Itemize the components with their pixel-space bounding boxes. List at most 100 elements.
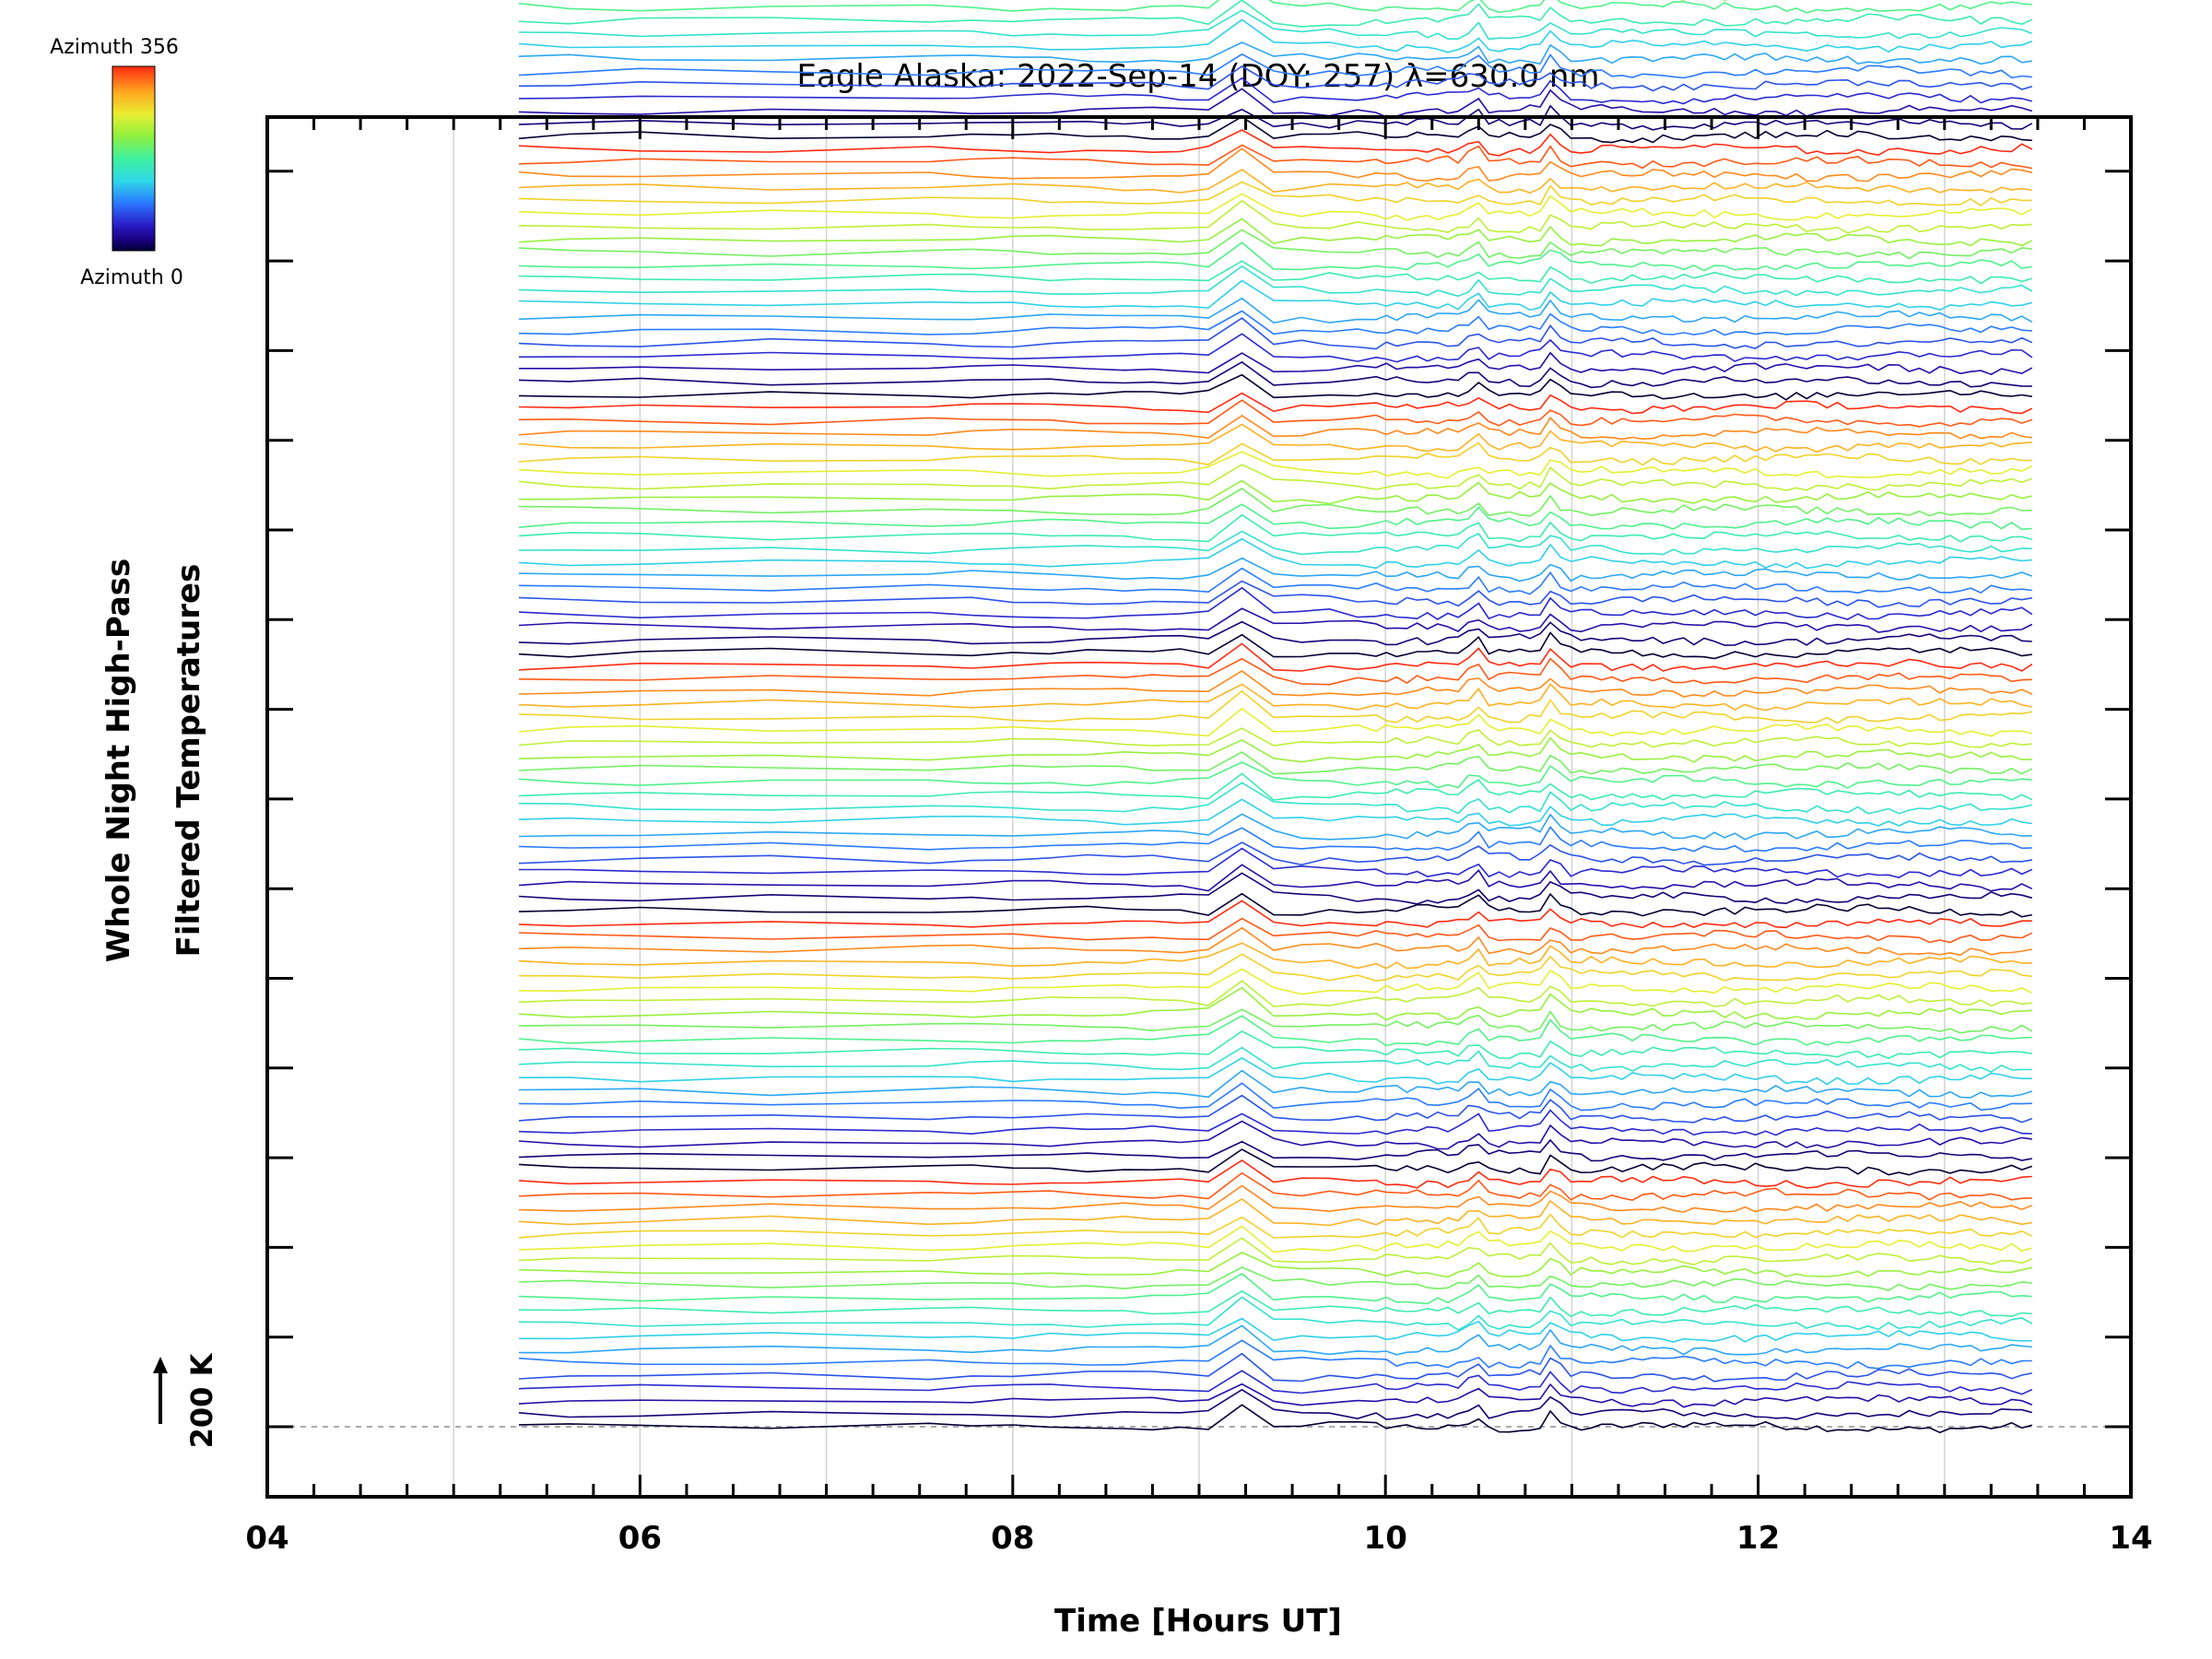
azimuth-trace — [518, 415, 2032, 441]
azimuth-trace — [518, 464, 2033, 491]
azimuth-trace — [518, 1109, 2032, 1136]
azimuth-trace — [519, 479, 2032, 505]
x-tick-label: 06 — [618, 1520, 662, 1557]
x-tick-label: 14 — [2109, 1520, 2152, 1557]
scale-bar-label: 200 K — [184, 1352, 219, 1448]
azimuth-trace — [518, 1225, 2033, 1253]
x-tick-label: 04 — [245, 1520, 288, 1557]
azimuth-trace — [518, 260, 2033, 285]
azimuth-trace — [518, 1324, 2032, 1356]
azimuth-trace — [518, 1339, 2032, 1370]
azimuth-trace — [518, 782, 2032, 815]
y-axis-label-line1: Whole Night High-Pass — [100, 559, 137, 963]
azimuth-trace — [518, 451, 2033, 479]
azimuth-trace — [518, 9, 2033, 41]
x-tick-labels: 04 06 08 10 12 14 — [245, 1520, 2152, 1557]
azimuth-trace — [518, 0, 2033, 28]
colorbar-bottom-label: Azimuth 0 — [80, 266, 183, 289]
azimuth-trace — [518, 65, 2033, 92]
azimuth-trace — [518, 980, 2032, 1007]
azimuth-trace — [518, 772, 2033, 801]
azimuth-trace — [518, 986, 2032, 1021]
azimuth-trace — [518, 373, 2032, 401]
azimuth-trace — [518, 1159, 2032, 1189]
azimuth-trace — [518, 670, 2033, 698]
azimuth-trace — [518, 1197, 2032, 1227]
azimuth-trace — [518, 399, 2033, 428]
azimuth-trace — [518, 657, 2032, 686]
azimuth-trace — [518, 642, 2033, 672]
x-tick-label: 08 — [991, 1520, 1034, 1557]
azimuth-trace — [518, 423, 2032, 453]
azimuth-trace — [518, 88, 2033, 118]
x-tick-label: 12 — [1736, 1520, 1780, 1557]
azimuth-trace — [518, 841, 2032, 866]
x-axis-label: Time [Hours UT] — [1054, 1603, 1342, 1640]
azimuth-trace — [518, 892, 2032, 918]
azimuth-trace — [518, 144, 2032, 170]
azimuth-trace — [518, 607, 2033, 633]
azimuth-trace — [518, 1171, 2032, 1202]
azimuth-trace — [519, 847, 2033, 878]
scale-bar: 200 K — [153, 1352, 219, 1448]
x-tick-label: 10 — [1364, 1520, 1407, 1557]
azimuth-trace — [518, 707, 2032, 737]
azimuth-trace — [518, 1382, 2033, 1408]
azimuth-trace — [518, 1266, 2032, 1291]
azimuth-trace — [518, 169, 2032, 194]
azimuth-trace — [518, 813, 2032, 841]
azimuth-trace — [518, 1388, 2033, 1420]
azimuth-trace — [518, 567, 2032, 595]
azimuth-trace — [518, 761, 2032, 789]
azimuth-trace — [518, 1094, 2033, 1124]
azimuth-trace — [518, 18, 2033, 53]
azimuth-trace — [518, 620, 2032, 646]
colorbar-gradient — [112, 65, 156, 252]
azimuth-trace — [518, 129, 2033, 157]
azimuth-trace — [518, 1056, 2032, 1086]
azimuth-trace — [518, 1082, 2032, 1112]
azimuth-trace — [518, 1046, 2032, 1073]
azimuth-trace — [518, 317, 2033, 350]
azimuth-trace — [518, 1289, 2032, 1318]
azimuth-trace — [518, 1069, 2033, 1099]
azimuth-trace — [518, 1184, 2033, 1213]
azimuth-trace — [518, 557, 2033, 582]
azimuth-trace — [518, 441, 2032, 466]
azimuth-trace — [518, 727, 2032, 748]
azimuth-trace — [518, 115, 2032, 144]
azimuth-trace — [518, 1273, 2032, 1305]
azimuth-trace — [518, 310, 2032, 336]
azimuth-trace — [518, 1237, 2033, 1265]
azimuth-trace — [518, 968, 2033, 995]
azimuth-trace — [518, 872, 2033, 905]
azimuth-trace — [518, 1404, 2033, 1434]
azimuth-trace — [518, 1138, 2032, 1162]
azimuth-trace — [518, 297, 2033, 324]
azimuth-trace — [518, 1213, 2033, 1239]
azimuth-trace — [518, 241, 2032, 272]
azimuth-trace — [518, 689, 2032, 724]
azimuth-trace — [518, 193, 2033, 221]
azimuth-trace — [518, 333, 2033, 363]
azimuth-trace — [518, 1296, 2033, 1331]
azimuth-trace — [518, 1015, 2032, 1047]
azimuth-trace — [518, 900, 2032, 929]
azimuth-trace — [518, 0, 2032, 14]
colorbar: Azimuth 356 Azimuth 0 — [50, 36, 183, 289]
scale-bar-arrow-head — [153, 1357, 168, 1373]
azimuth-trace — [518, 586, 2033, 620]
azimuth-trace — [518, 826, 2032, 853]
azimuth-trace — [518, 53, 2032, 79]
azimuth-trace — [518, 1008, 2033, 1034]
azimuth-trace — [518, 147, 2032, 182]
azimuth-trace — [518, 104, 2033, 131]
azimuth-trace — [518, 181, 2032, 206]
axis-ticks — [267, 117, 2131, 1497]
azimuth-trace — [518, 1030, 2032, 1060]
azimuth-trace — [518, 530, 2032, 556]
azimuth-trace — [518, 360, 2032, 389]
azimuth-trace — [519, 351, 2033, 376]
azimuth-trace — [518, 683, 2032, 712]
